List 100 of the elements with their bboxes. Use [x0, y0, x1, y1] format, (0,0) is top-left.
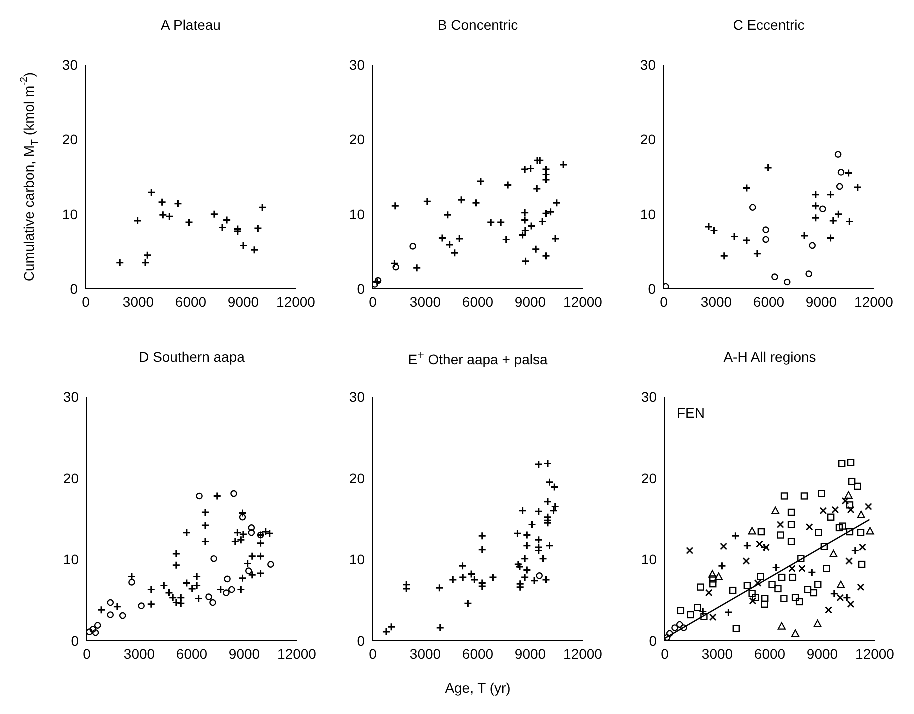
point [757, 573, 764, 580]
point [810, 589, 818, 597]
point [544, 498, 552, 506]
point [677, 607, 685, 615]
x-tick-label: 9000 [806, 646, 838, 662]
point [438, 234, 447, 242]
point [814, 581, 822, 588]
point [128, 579, 136, 586]
y-tick-label: 10 [349, 206, 366, 222]
point [113, 602, 122, 612]
y-tick-label: 30 [641, 388, 658, 405]
point [806, 270, 812, 278]
x-tick-label: 3000 [410, 646, 442, 662]
point [444, 210, 452, 220]
point [796, 598, 804, 606]
point [201, 538, 210, 546]
point [520, 165, 530, 174]
point [700, 613, 708, 620]
point [238, 574, 247, 583]
point [812, 214, 820, 222]
point [423, 197, 432, 206]
point [458, 573, 468, 582]
point [373, 278, 382, 287]
point [138, 602, 145, 610]
point [234, 225, 242, 234]
point [825, 606, 832, 614]
point [116, 258, 124, 268]
x-tick-label: 3000 [702, 646, 734, 662]
point [392, 264, 400, 271]
x-tick-label: 3000 [122, 294, 154, 310]
point [753, 250, 762, 258]
point [844, 169, 854, 178]
point [158, 198, 167, 207]
x-tick-label: 0 [660, 294, 668, 310]
point [698, 607, 708, 616]
point [530, 576, 539, 586]
point [176, 594, 186, 602]
point [488, 573, 498, 582]
point [762, 226, 770, 234]
point [798, 555, 805, 562]
point [761, 600, 768, 608]
point [231, 538, 240, 546]
point [742, 558, 750, 565]
point [731, 532, 740, 540]
point [846, 558, 853, 565]
point [256, 552, 266, 561]
point [777, 532, 784, 539]
point [455, 234, 464, 244]
x-tick-label: 12000 [564, 646, 603, 662]
point [836, 524, 844, 532]
point [780, 492, 788, 500]
point [818, 490, 826, 498]
x-tick-label: 12000 [276, 294, 316, 310]
y-tick-label: 30 [640, 56, 656, 73]
point [708, 570, 717, 578]
point [458, 562, 468, 570]
point [844, 491, 853, 499]
point [119, 612, 126, 620]
point [772, 506, 780, 514]
point [172, 550, 181, 558]
point [262, 528, 270, 536]
point [238, 509, 247, 518]
point [720, 252, 729, 260]
point [182, 528, 192, 538]
point [768, 581, 776, 588]
x-tick-label: 6000 [753, 294, 785, 310]
point [478, 532, 487, 540]
point [160, 581, 168, 590]
x-tick-label: 9000 [514, 646, 546, 662]
point [107, 599, 114, 606]
point [551, 502, 560, 512]
x-tick-label: 9000 [228, 294, 260, 310]
point [857, 529, 865, 536]
point [858, 560, 866, 568]
point [192, 581, 202, 590]
point [536, 572, 543, 580]
y-tick-label: 30 [63, 388, 80, 405]
point [546, 542, 554, 550]
x-tick-label: 12000 [856, 646, 895, 662]
chart-title: A-H All regions [722, 349, 818, 365]
point [516, 562, 524, 572]
point [730, 232, 739, 241]
point [518, 230, 528, 240]
point [815, 529, 822, 536]
point [194, 594, 204, 603]
point [522, 257, 530, 266]
point [94, 622, 102, 629]
point [387, 622, 396, 632]
point [820, 507, 828, 515]
point [851, 546, 860, 555]
point [866, 527, 874, 535]
point [748, 590, 756, 598]
point [809, 242, 816, 250]
point [720, 542, 728, 550]
point [778, 622, 786, 630]
point [521, 226, 530, 236]
point [846, 528, 854, 536]
point [147, 188, 156, 197]
point [201, 521, 210, 530]
point [830, 590, 839, 598]
